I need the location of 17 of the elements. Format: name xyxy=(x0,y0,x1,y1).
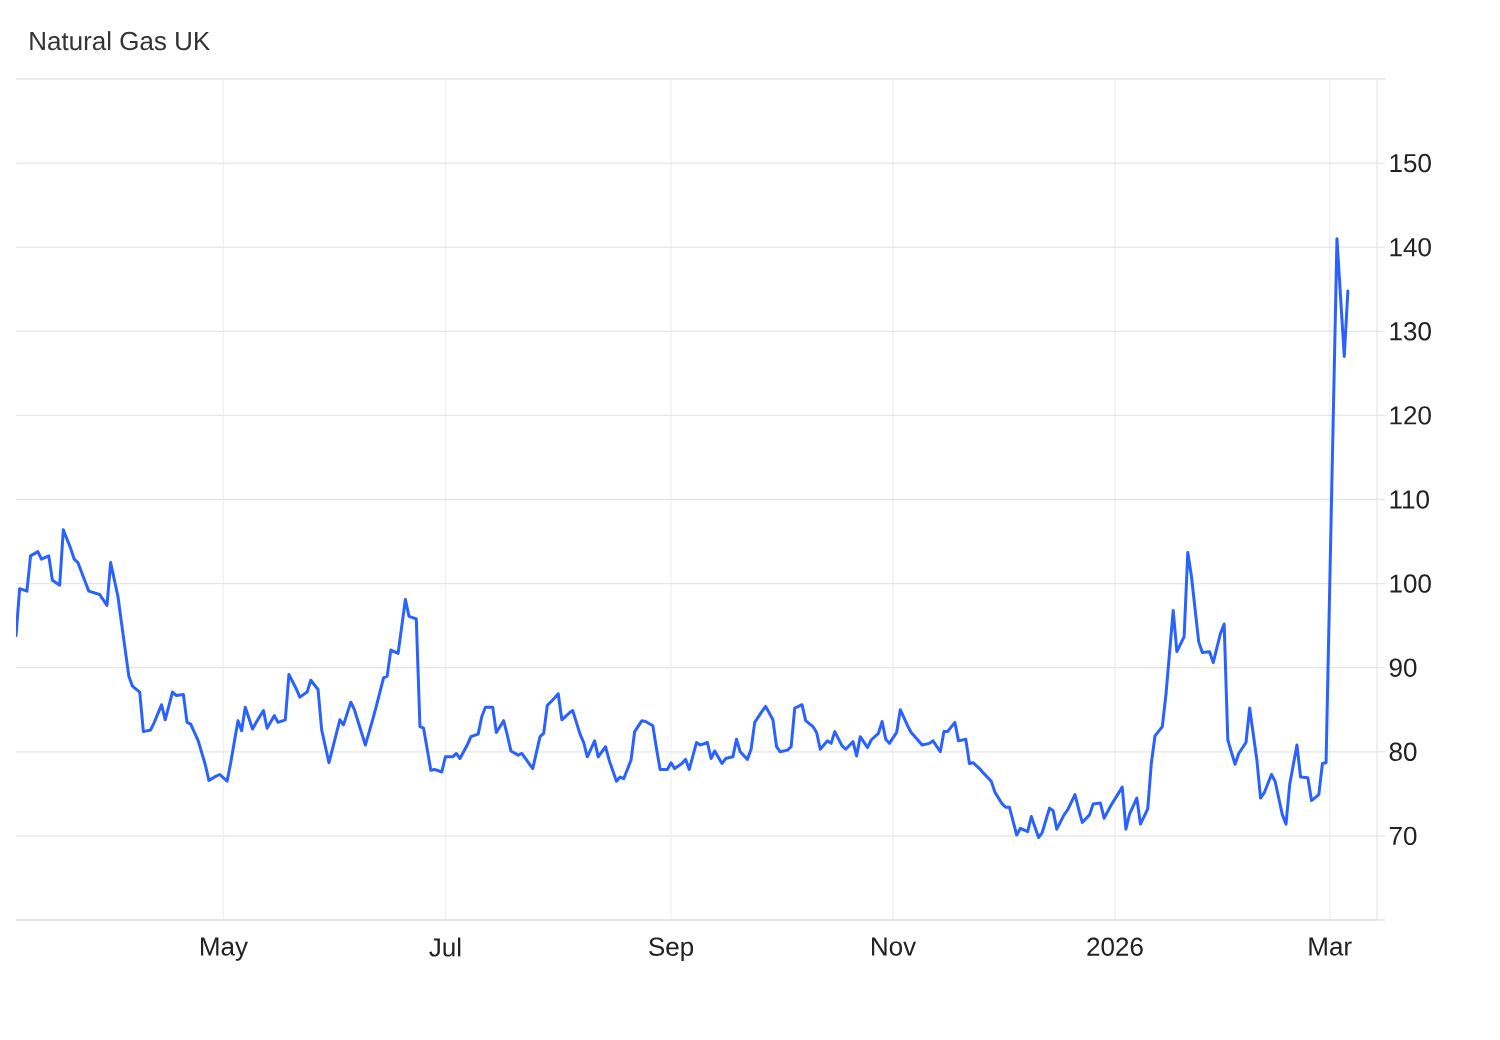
y-tick-label: 80 xyxy=(1389,742,1417,761)
x-tick-label: Mar xyxy=(1309,937,1352,956)
x-tick-label: Sep xyxy=(649,937,694,962)
x-tick-label: Nov xyxy=(872,937,917,956)
y-tick-label: 70 xyxy=(1389,826,1417,846)
line-series xyxy=(16,237,1350,840)
chart-title: Natural Gas UK xyxy=(30,31,210,51)
x-tick-label: Jul xyxy=(429,937,461,957)
y-tick-label: 120 xyxy=(1390,406,1431,425)
y-tick-label: 130 xyxy=(1390,322,1431,341)
x-tick-label: 2026 xyxy=(1087,937,1143,956)
y-tick-label: 140 xyxy=(1390,237,1431,257)
y-tick-label: 110 xyxy=(1390,490,1429,509)
y-tick-label: 90 xyxy=(1389,658,1417,677)
y-tick-label: 100 xyxy=(1390,574,1431,593)
x-tick-label: May xyxy=(201,937,248,961)
y-tick-label: 150 xyxy=(1390,153,1431,173)
